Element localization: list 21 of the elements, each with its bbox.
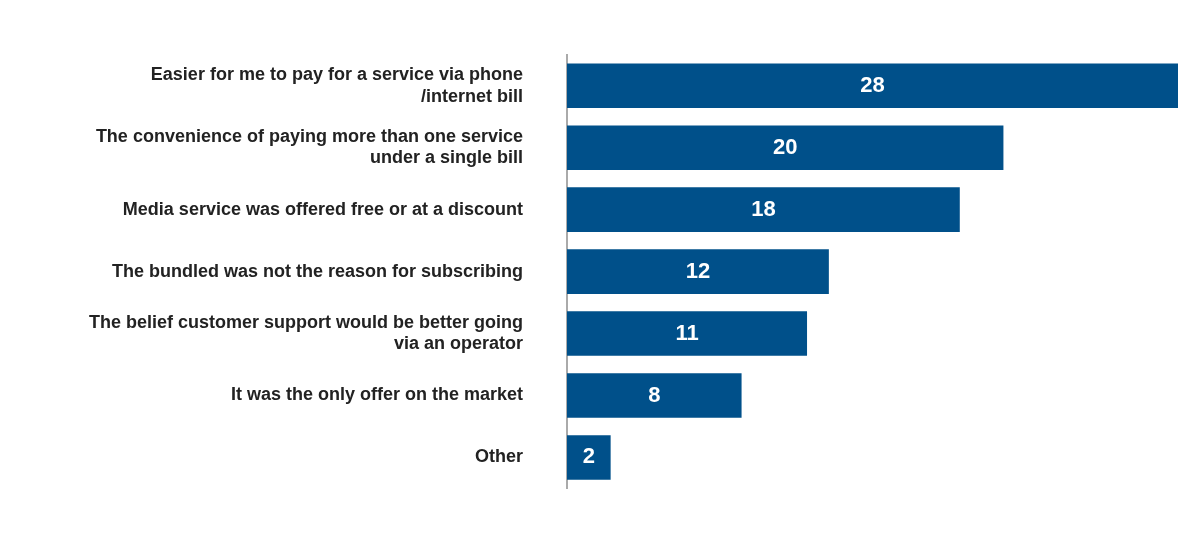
bar — [567, 435, 611, 480]
bar — [567, 249, 829, 294]
y-tick-label: The bundled was not the reason for subscribing — [111, 260, 523, 281]
data-label: 28 — [860, 71, 885, 97]
data-label: 2 — [582, 443, 595, 469]
y-tick-label: It was the only offer on the market — [230, 384, 523, 405]
bar — [567, 63, 1178, 109]
data-label: 11 — [675, 319, 699, 345]
y-tick-label: Easier for me to pay for a service via phone /internet bill — [150, 63, 523, 106]
data-label: 20 — [772, 133, 798, 159]
data-label: 18 — [751, 195, 776, 221]
y-tick-label: The convenience of paying more than one service under a single bill — [95, 125, 523, 168]
y-tick-label: Media service was offered free or at a discount — [122, 198, 523, 219]
data-label: 12 — [685, 257, 711, 283]
bar — [567, 373, 742, 418]
bar — [567, 187, 960, 232]
bar — [567, 125, 1004, 171]
y-tick-label: The belief customer support would be better going via an operator — [88, 311, 523, 354]
y-tick-label: Other — [474, 446, 523, 467]
bar — [567, 311, 808, 356]
data-label: 8 — [648, 381, 661, 407]
